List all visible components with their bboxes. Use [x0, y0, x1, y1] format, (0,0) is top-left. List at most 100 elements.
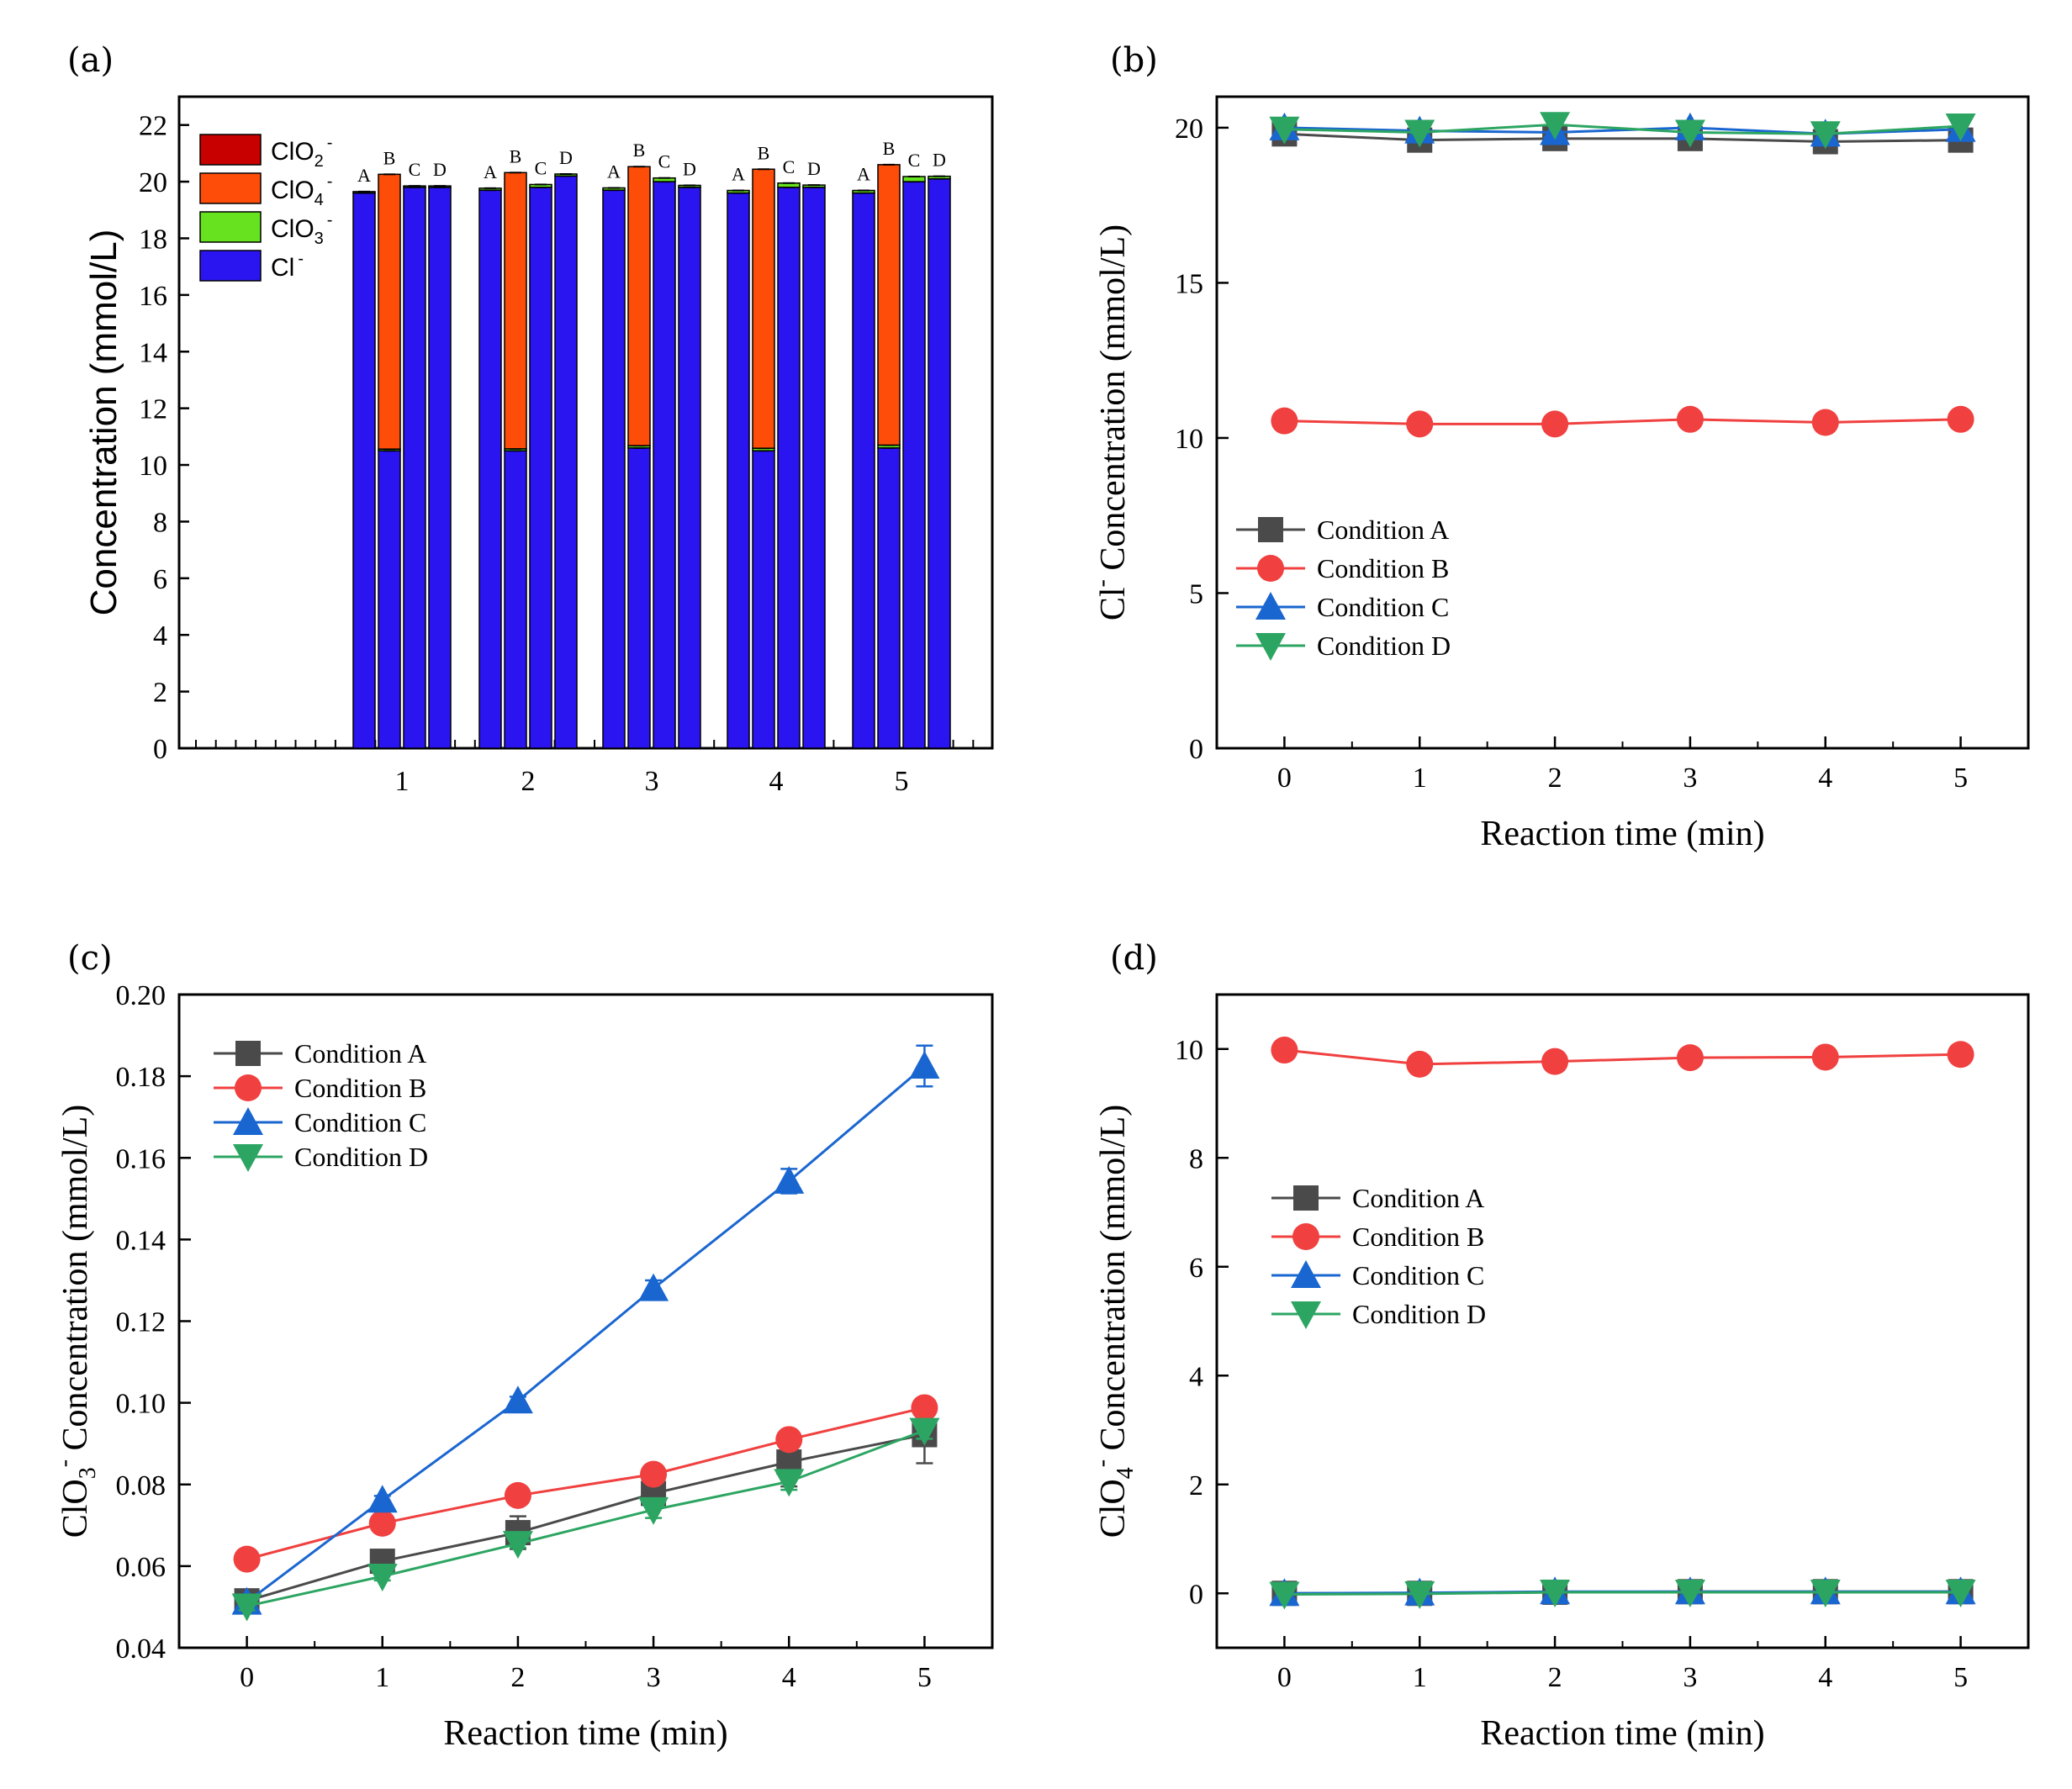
bar-segment	[403, 187, 426, 749]
data-point	[502, 1385, 533, 1414]
x-tick-label: 1	[1413, 1662, 1427, 1693]
x-tick-label: 2	[1548, 1662, 1562, 1693]
data-point	[640, 1460, 668, 1488]
series-line	[1284, 1591, 1961, 1596]
series-line	[1284, 123, 1961, 135]
data-point	[1271, 407, 1298, 435]
bar-segment	[504, 172, 527, 450]
y-axis-title: Concentration (mmol/L)	[83, 230, 124, 616]
data-point	[1676, 405, 1704, 433]
x-tick-label: 0	[1277, 763, 1292, 794]
y-axis-title: ClO3- Concentration (mmol/L)	[51, 1105, 101, 1538]
series-B	[1271, 1037, 1974, 1078]
y-tick-label: 4	[153, 620, 167, 652]
data-point	[638, 1496, 669, 1525]
y-tick-label: 0.14	[116, 1225, 166, 1256]
data-point	[1540, 1579, 1571, 1607]
bar-segment	[902, 181, 926, 749]
legend-marker	[1258, 517, 1283, 542]
data-point	[774, 1469, 805, 1497]
data-point	[233, 1545, 261, 1573]
y-axis-title: Cl- Concentration (mmol/L)	[1089, 224, 1133, 620]
y-tick-label: 16	[139, 281, 167, 312]
y-tick-label: 6	[1189, 1253, 1203, 1284]
legend-label: Condition A	[1317, 515, 1449, 545]
bar-segment	[504, 450, 527, 749]
data-point	[1674, 1579, 1705, 1607]
panel-label: (b)	[1110, 41, 1158, 80]
legend-swatch	[199, 134, 262, 166]
y-tick-label: 20	[1175, 113, 1203, 145]
bar-label: D	[559, 147, 573, 168]
bar-label: A	[607, 161, 621, 182]
bar-label: D	[683, 158, 696, 179]
data-point	[1947, 405, 1974, 433]
y-tick-label: 0.18	[116, 1062, 166, 1093]
data-point	[1271, 1037, 1298, 1064]
bar-segment	[877, 164, 901, 446]
legend-label: Condition B	[1352, 1222, 1484, 1252]
data-point	[367, 1564, 398, 1592]
data-point	[1404, 119, 1435, 148]
y-tick-label: 0	[153, 734, 167, 765]
legend-marker	[235, 1041, 261, 1066]
x-tick-label: 2	[521, 766, 536, 797]
y-tick-label: 0.10	[116, 1389, 166, 1420]
legend-marker	[1291, 1260, 1321, 1288]
legend-marker	[1293, 1185, 1319, 1211]
legend-label: ClO3-	[271, 211, 332, 248]
x-tick-label: 4	[1818, 1662, 1832, 1693]
bar-segment	[378, 173, 401, 450]
data-point	[1541, 410, 1569, 438]
y-tick-label: 0	[1189, 734, 1203, 765]
bar-segment	[752, 450, 775, 749]
data-point	[1811, 1043, 1839, 1071]
bar-segment	[678, 187, 701, 749]
legend-label: Condition B	[1317, 553, 1449, 583]
legend-label: Condition C	[1352, 1260, 1484, 1290]
series-line	[1284, 418, 1961, 425]
series-C	[231, 1044, 940, 1615]
legend: Condition A Condition B Condition C Conditi…	[214, 1038, 428, 1172]
data-point	[1811, 409, 1839, 436]
data-point	[1945, 1579, 1976, 1607]
data-point	[1810, 121, 1841, 150]
data-point	[1406, 410, 1434, 438]
x-tick-label: 5	[1953, 1662, 1968, 1693]
x-tick-label: 2	[510, 1662, 525, 1693]
legend-label: Condition B	[294, 1073, 426, 1103]
y-tick-label: 0	[1189, 1579, 1203, 1610]
data-point	[775, 1426, 803, 1454]
legend-label: Condition A	[1352, 1183, 1484, 1213]
data-point	[774, 1165, 805, 1194]
legend-swatch	[199, 250, 262, 282]
y-tick-label: 0.12	[116, 1307, 166, 1338]
data-point	[909, 1417, 940, 1446]
bar-segment	[627, 447, 651, 749]
x-axis-title: Reaction time (min)	[443, 1714, 727, 1753]
y-tick-label: 18	[139, 224, 167, 255]
data-point	[367, 1485, 398, 1513]
legend-marker	[1291, 1301, 1321, 1329]
legend-marker	[233, 1144, 263, 1172]
bar-segment	[877, 447, 901, 749]
data-point	[1676, 1044, 1704, 1072]
y-tick-label: 20	[139, 167, 167, 198]
legend-label: Condition D	[1317, 631, 1451, 661]
legend-marker	[1255, 592, 1286, 620]
legend-label: Condition A	[294, 1038, 426, 1069]
series-line	[1284, 1048, 1961, 1066]
legend-label: Cl -	[271, 250, 304, 282]
bar-label: C	[658, 151, 671, 172]
legend-marker	[233, 1107, 263, 1135]
data-point	[1541, 1048, 1569, 1075]
bar-label: C	[908, 150, 921, 171]
data-point	[231, 1593, 262, 1622]
bar-segment	[852, 192, 875, 749]
series-line	[1284, 132, 1961, 144]
y-tick-label: 5	[1189, 578, 1203, 610]
data-point	[1540, 112, 1571, 140]
data-point	[1947, 1041, 1974, 1069]
bar-segment	[554, 175, 578, 749]
